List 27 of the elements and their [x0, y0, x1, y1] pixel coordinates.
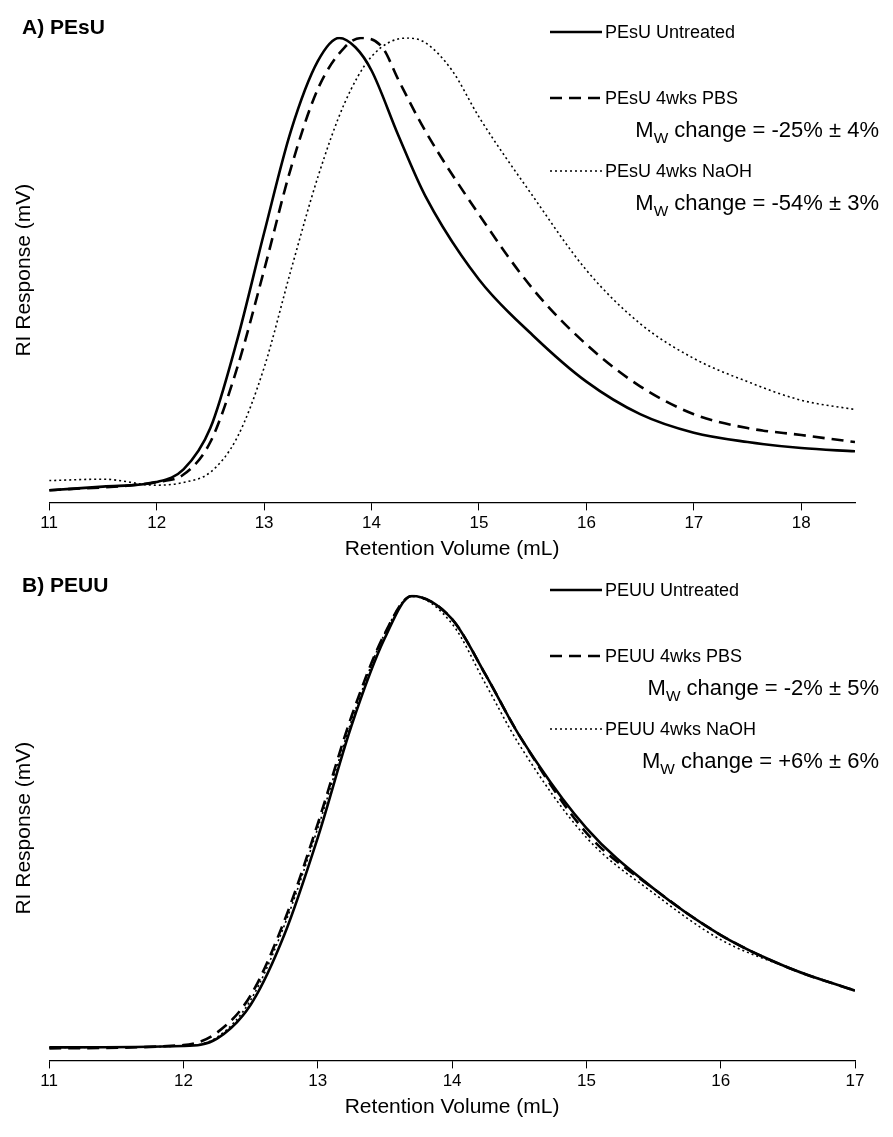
x-tick-label: 14	[442, 1071, 462, 1091]
legend-label: PEUU 4wks PBS	[605, 646, 743, 666]
legend-label: PEsU 4wks PBS	[605, 88, 739, 108]
x-tick-label: 12	[174, 1071, 193, 1091]
y-axis-title: RI Response (mV)	[11, 741, 35, 915]
x-tick-label: 16	[576, 513, 596, 533]
x-axis-title: Retention Volume (mL)	[344, 1094, 560, 1118]
y-axis-title: RI Response (mV)	[11, 183, 35, 357]
x-tick-label: 18	[791, 513, 811, 533]
legend-label: PEsU 4wks NaOH	[605, 161, 753, 181]
x-tick-label: 13	[254, 513, 274, 533]
legend-label: PEUU 4wks NaOH	[605, 719, 757, 739]
x-tick-label: 15	[576, 1071, 596, 1091]
x-tick-label: 12	[147, 513, 167, 533]
x-tick-label: 13	[308, 1071, 328, 1091]
x-tick-label: 17	[684, 513, 704, 533]
x-tick-label: 17	[845, 1071, 865, 1091]
chart-title: B) PEUU	[22, 573, 109, 596]
x-tick-label: 14	[362, 513, 381, 533]
x-tick-label: 15	[469, 513, 489, 533]
x-tick-label: 11	[40, 1071, 59, 1091]
x-tick-label: 16	[711, 1071, 731, 1091]
chart-title: A) PEsU	[22, 15, 105, 38]
x-axis-title: Retention Volume (mL)	[344, 536, 560, 560]
legend-label: PEUU Untreated	[605, 580, 740, 600]
legend-label: PEsU Untreated	[605, 22, 736, 42]
x-tick-label: 11	[40, 513, 59, 533]
